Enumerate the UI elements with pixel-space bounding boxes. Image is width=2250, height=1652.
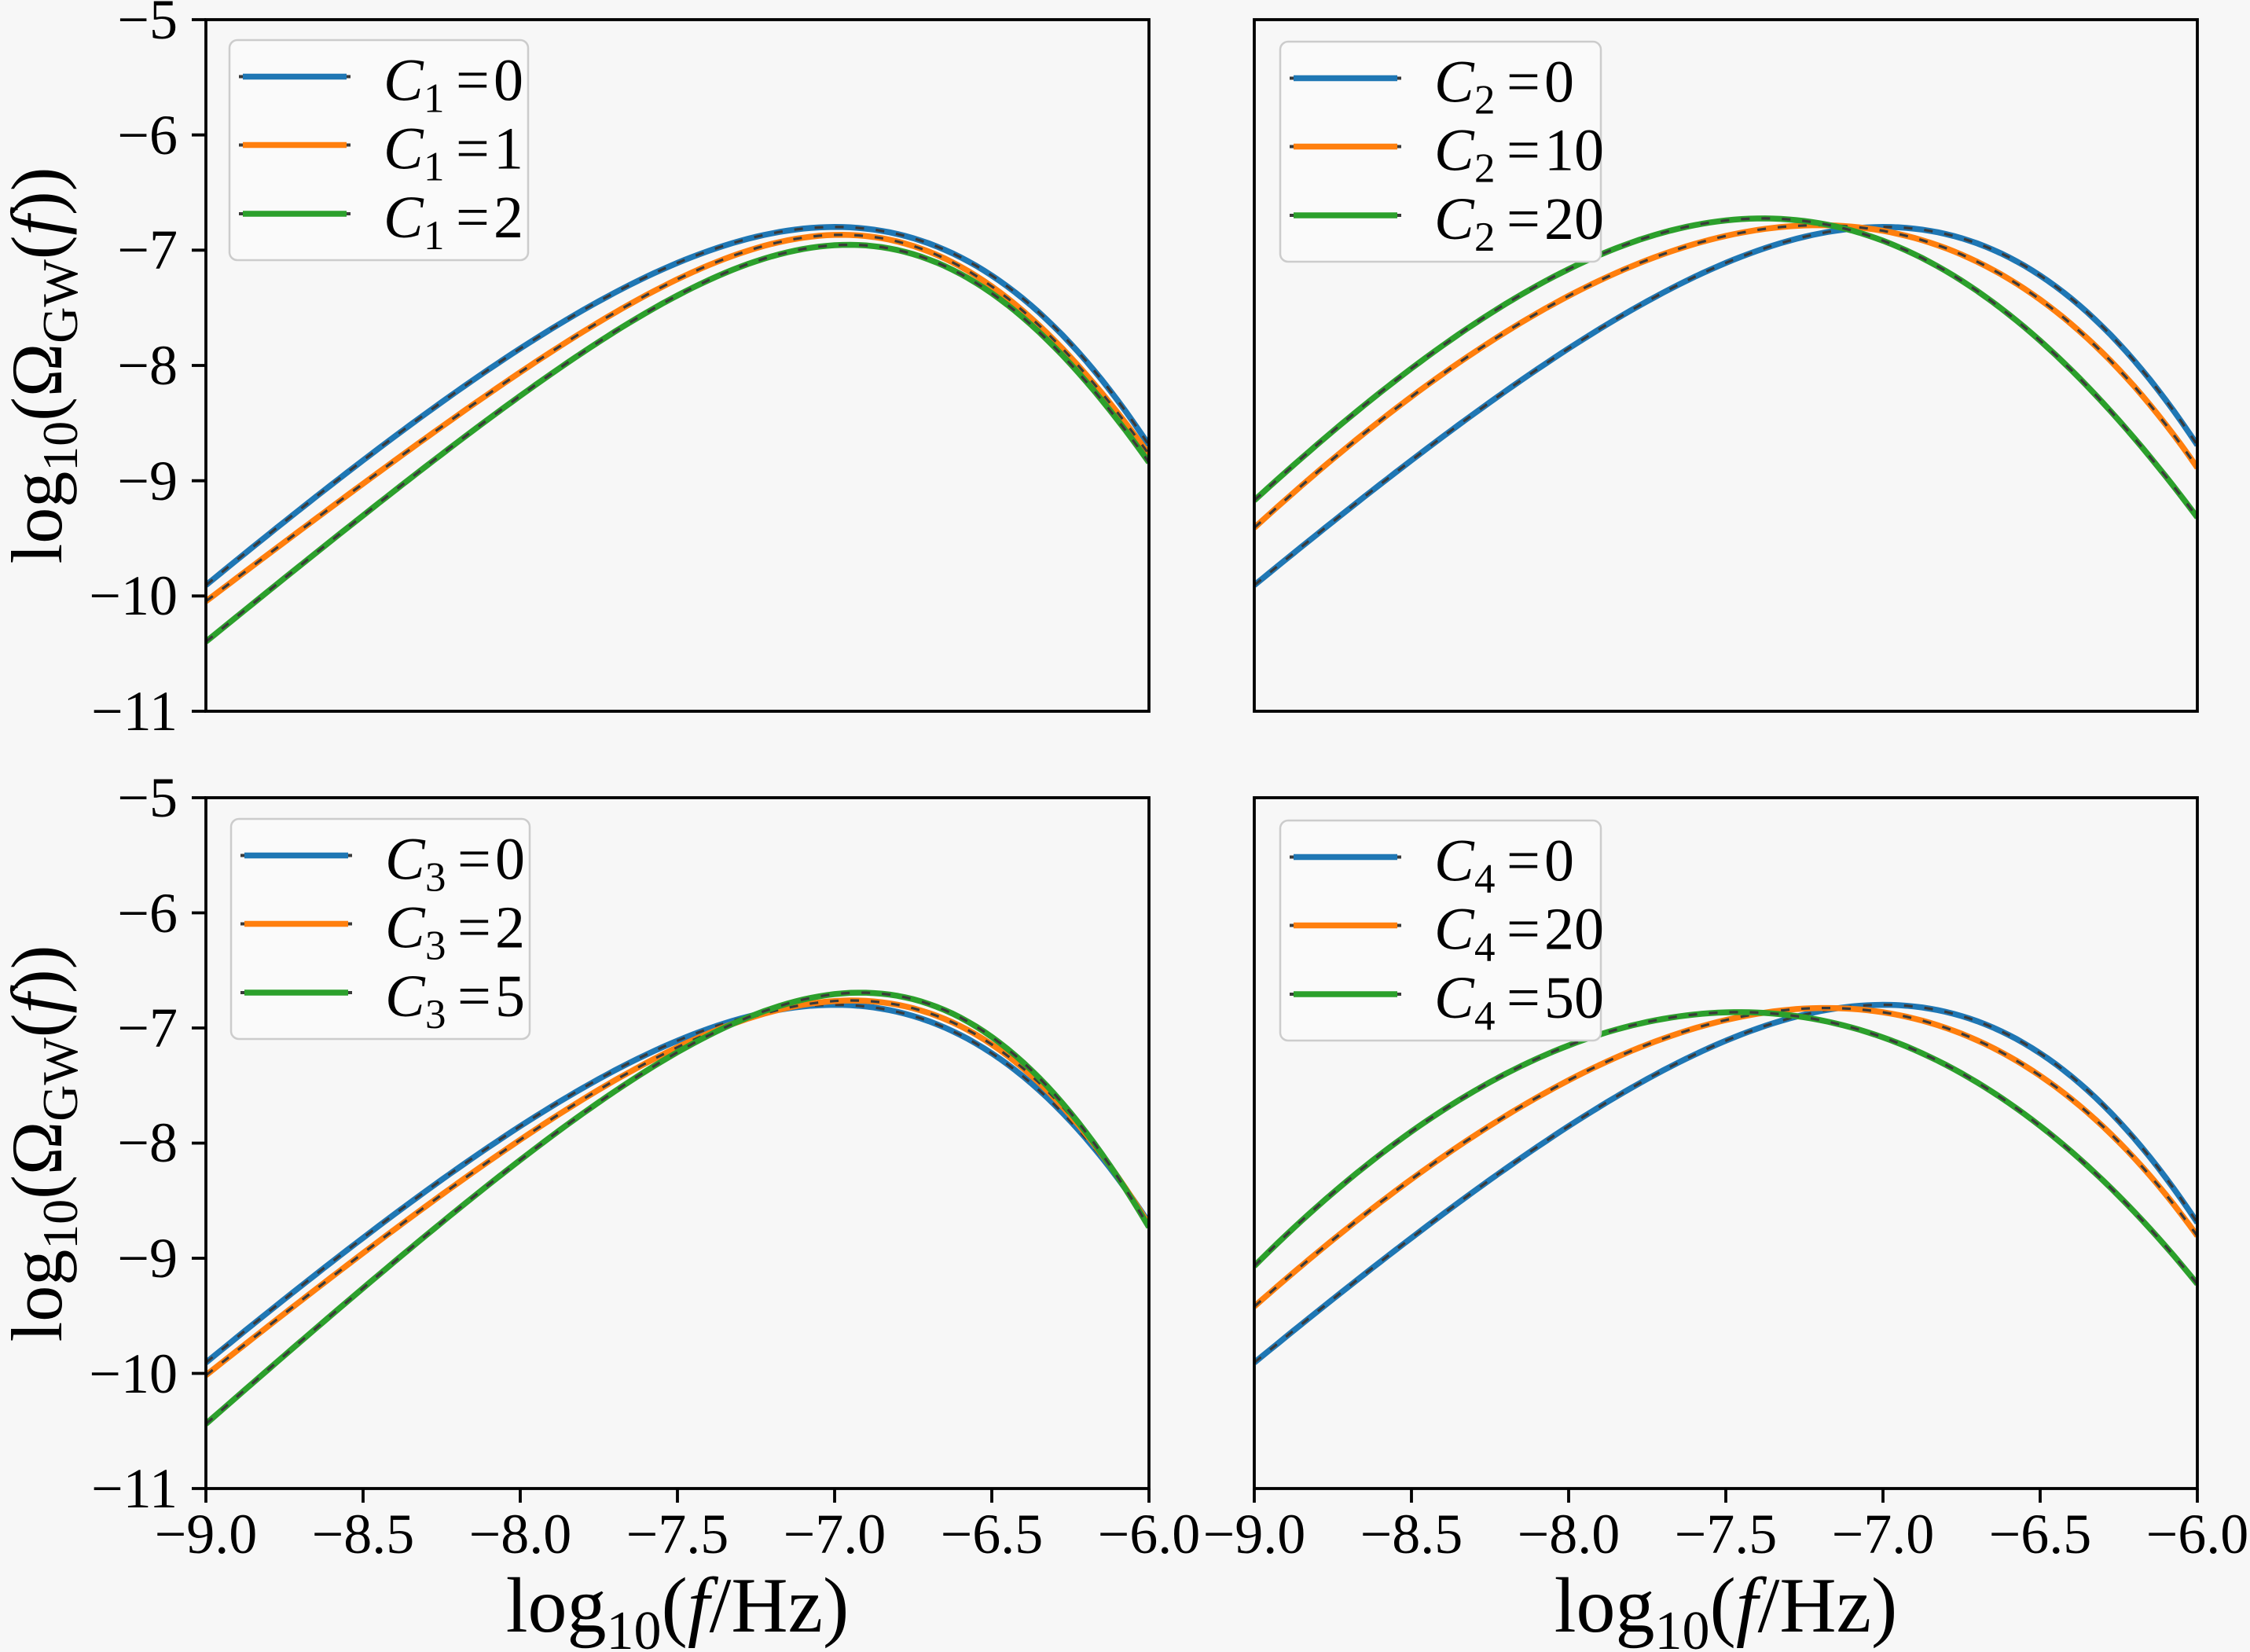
svg-text:−7.0: −7.0 bbox=[1832, 1503, 1935, 1566]
svg-text:C3=0: C3 =0 bbox=[385, 827, 525, 901]
svg-text:−9.0: −9.0 bbox=[1203, 1503, 1306, 1566]
svg-text:−7: −7 bbox=[117, 218, 178, 281]
svg-text:−6: −6 bbox=[117, 104, 178, 167]
svg-text:C2=10: C2 =10 bbox=[1434, 118, 1604, 192]
svg-text:−6.0: −6.0 bbox=[1098, 1503, 1201, 1566]
svg-text:−9.0: −9.0 bbox=[155, 1503, 258, 1566]
svg-text:−10: −10 bbox=[89, 1342, 178, 1405]
svg-text:−5: −5 bbox=[117, 0, 178, 51]
svg-text:−8.0: −8.0 bbox=[469, 1503, 572, 1566]
svg-text:C2=0: C2 =0 bbox=[1434, 50, 1574, 123]
svg-text:−5: −5 bbox=[117, 766, 178, 829]
svg-text:−6.5: −6.5 bbox=[941, 1503, 1044, 1566]
svg-text:−6: −6 bbox=[117, 882, 178, 945]
svg-text:log10(ΩGW(f)): log10(ΩGW(f)) bbox=[0, 945, 88, 1342]
svg-text:log10(f/Hz): log10(f/Hz) bbox=[506, 1562, 850, 1652]
svg-text:−7: −7 bbox=[117, 997, 178, 1059]
svg-text:−8.5: −8.5 bbox=[312, 1503, 415, 1566]
svg-text:−11: −11 bbox=[91, 1457, 178, 1520]
svg-text:−6.5: −6.5 bbox=[1989, 1503, 2092, 1566]
svg-text:−7.5: −7.5 bbox=[1675, 1503, 1778, 1566]
svg-text:−9: −9 bbox=[117, 1227, 178, 1290]
svg-text:−7.0: −7.0 bbox=[784, 1503, 886, 1566]
svg-text:C1=0: C1 =0 bbox=[384, 48, 523, 122]
svg-text:log10(f/Hz): log10(f/Hz) bbox=[1554, 1562, 1898, 1652]
svg-text:C2=20: C2 =20 bbox=[1434, 186, 1604, 260]
svg-text:−8.0: −8.0 bbox=[1518, 1503, 1621, 1566]
svg-text:C3=5: C3 =5 bbox=[385, 964, 525, 1037]
svg-text:−8.5: −8.5 bbox=[1360, 1503, 1463, 1566]
svg-text:−9: −9 bbox=[117, 450, 178, 512]
svg-text:−11: −11 bbox=[91, 680, 178, 743]
svg-text:−8: −8 bbox=[117, 1111, 178, 1174]
svg-text:−10: −10 bbox=[89, 564, 178, 627]
svg-text:−8: −8 bbox=[117, 334, 178, 397]
svg-text:C4=50: C4 =50 bbox=[1434, 965, 1604, 1039]
svg-text:log10(ΩGW(f)): log10(ΩGW(f)) bbox=[0, 167, 88, 564]
svg-text:C3=2: C3 =2 bbox=[385, 895, 525, 969]
svg-text:C1=2: C1 =2 bbox=[384, 185, 523, 259]
svg-text:C1=1: C1 =1 bbox=[384, 116, 523, 190]
svg-text:C4=20: C4 =20 bbox=[1434, 897, 1604, 971]
svg-text:−7.5: −7.5 bbox=[626, 1503, 729, 1566]
svg-text:C4=0: C4 =0 bbox=[1434, 828, 1574, 902]
svg-text:−6.0: −6.0 bbox=[2146, 1503, 2249, 1566]
